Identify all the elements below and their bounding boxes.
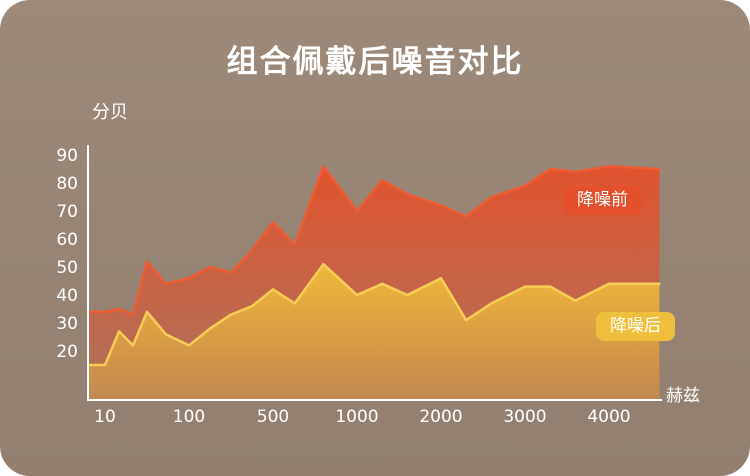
svg-text:50: 50: [56, 258, 78, 278]
series-badge-before-noise-reduction: 降噪前: [563, 186, 642, 216]
svg-text:20: 20: [56, 342, 78, 362]
svg-text:500: 500: [257, 407, 289, 427]
svg-text:100: 100: [173, 407, 205, 427]
svg-text:70: 70: [56, 202, 78, 222]
svg-text:80: 80: [56, 174, 78, 194]
svg-text:1000: 1000: [335, 407, 378, 427]
svg-text:4000: 4000: [587, 407, 630, 427]
svg-text:2000: 2000: [419, 407, 462, 427]
svg-text:90: 90: [56, 146, 78, 166]
x-axis-unit-label: 赫兹: [666, 386, 700, 406]
svg-text:10: 10: [94, 407, 116, 427]
svg-text:60: 60: [56, 230, 78, 250]
svg-text:30: 30: [56, 314, 78, 334]
svg-text:3000: 3000: [503, 407, 546, 427]
chart-title: 组合佩戴后噪音对比: [226, 44, 524, 80]
series-badge-after-noise-reduction: 降噪后: [596, 312, 675, 342]
svg-text:40: 40: [56, 286, 78, 306]
y-axis-unit-label: 分贝: [92, 102, 128, 123]
